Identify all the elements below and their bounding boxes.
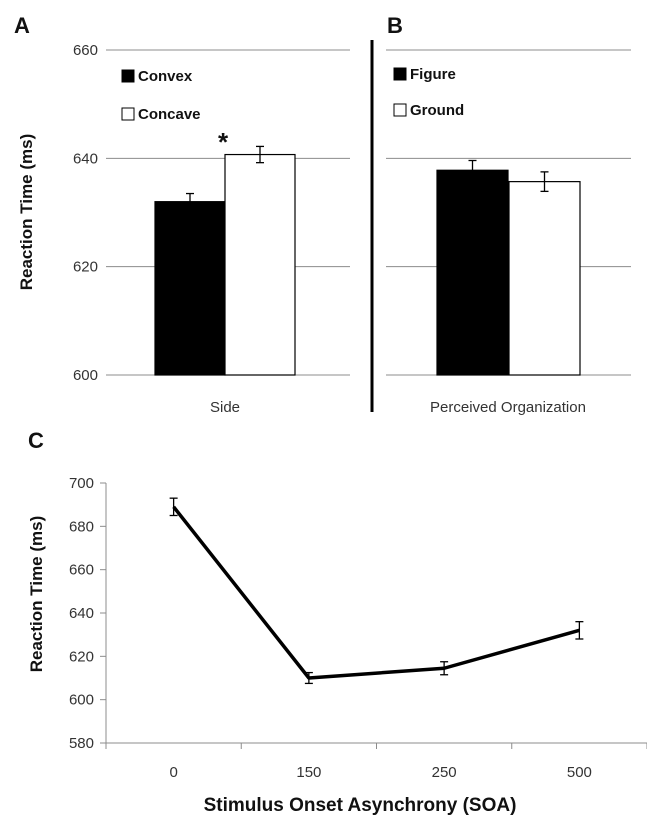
panel-letter-c: C [28,428,44,453]
panel-b-category-label: Perceived Organization [430,399,586,416]
panel-c-x-tick-labels: 0 150 250 500 [169,764,591,781]
y-tick-label-620: 620 [73,259,98,276]
y-tick-label-640: 640 [69,605,94,622]
legend-swatch-concave [121,107,135,121]
panel-a-legend: Convex Concave [121,68,201,123]
legend-label-convex: Convex [138,68,193,85]
significance-star: * [218,127,229,157]
legend-label-figure: Figure [410,66,456,83]
error-bar-soa-0 [169,497,178,517]
bar-figure [436,169,509,376]
panel-c-axes [100,482,647,749]
panel-a-bars [154,153,296,376]
x-tick-label-0: 0 [169,764,177,781]
y-tick-label-660: 660 [73,42,98,59]
y-tick-label-600: 600 [69,692,94,709]
panel-a-category-label: Side [210,399,240,416]
y-tick-label-660: 660 [69,562,94,579]
panel-c-y-tick-labels: 580 600 620 640 660 680 700 [69,475,94,752]
panel-b-bars [436,169,581,376]
legend-swatch-ground [393,103,407,117]
panel-c-y-axis-label: Reaction Time (ms) [27,516,46,673]
bar-concave [224,153,296,376]
legend-swatch-figure [393,67,407,81]
panel-letter-b: B [387,13,403,38]
legend-label-concave: Concave [138,106,201,123]
panel-c-series-line [172,505,580,680]
panel-a-y-axis-label: Reaction Time (ms) [17,134,36,291]
error-bar-figure [468,159,477,181]
panel-b: Perceived Organization Figure Ground [386,49,631,416]
x-tick-label-250: 250 [432,764,457,781]
panel-a: 600 620 640 660 * Reaction Time (ms) Side C… [17,42,350,416]
panel-b-error-bars [468,159,549,193]
error-bar-ground [540,171,549,193]
panel-a-error-bars [186,145,264,211]
panel-c-error-bars [169,497,584,685]
legend-swatch-convex [121,69,135,83]
panel-c: 580 600 620 640 660 680 700 0 150 250 500 Reactio… [27,475,647,816]
y-tick-label-700: 700 [69,475,94,492]
y-tick-label-680: 680 [69,518,94,535]
y-tick-label-600: 600 [73,367,98,384]
y-tick-label-620: 620 [69,648,94,665]
panel-b-legend: Figure Ground [393,66,464,119]
x-tick-label-150: 150 [296,764,321,781]
panel-letter-a: A [14,13,30,38]
bar-convex [154,201,226,376]
bar-ground [508,181,581,376]
y-tick-label-640: 640 [73,150,98,167]
panel-c-x-axis-label: Stimulus Onset Asynchrony (SOA) [204,795,517,816]
legend-label-ground: Ground [410,102,464,119]
y-tick-label-580: 580 [69,735,94,752]
error-bar-convex [186,192,194,211]
panel-a-y-tick-labels: 600 620 640 660 [73,42,98,384]
x-tick-label-500: 500 [567,764,592,781]
error-bar-concave [256,145,264,164]
